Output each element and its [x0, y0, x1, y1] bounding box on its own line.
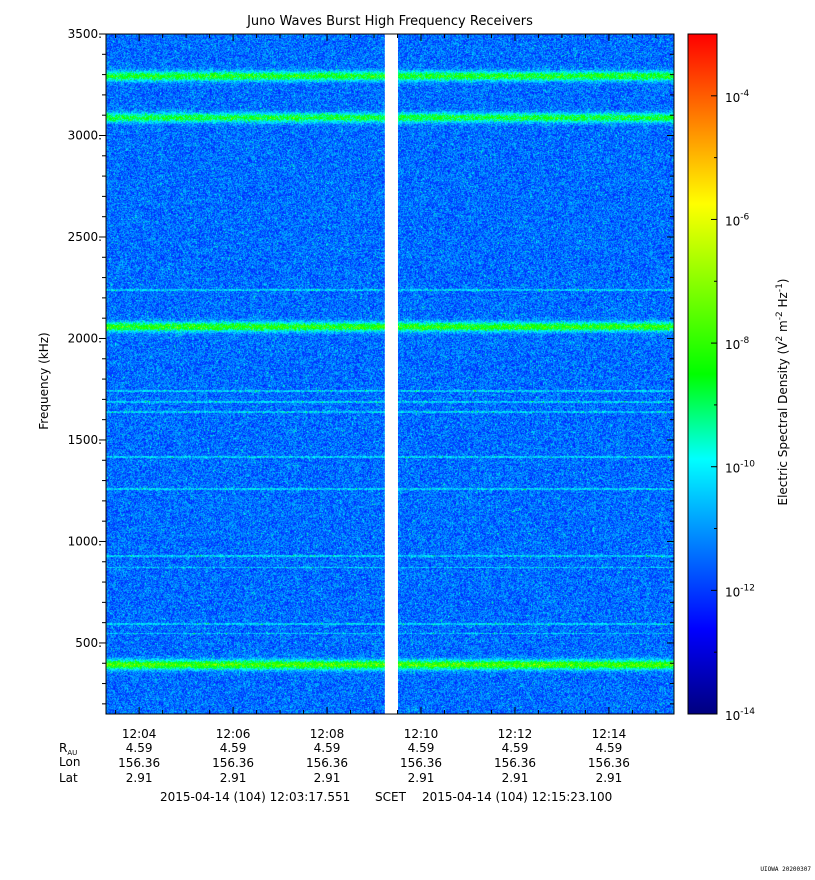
- ephemeris-lat-value: 2.91: [126, 771, 153, 785]
- end-time: 2015-04-14 (104) 12:15:23.100: [422, 790, 613, 804]
- ephemeris-table: RAU Lon Lat: [59, 741, 80, 785]
- colorbar-label: Electric Spectral Density (V2 m-2 Hz-1): [775, 278, 790, 505]
- plot-frame: [105, 33, 675, 715]
- ephemeris-label-lon: Lon: [59, 755, 80, 769]
- ephemeris-r-value: 4.59: [502, 741, 529, 755]
- colorbar-tick-label: 10-6: [725, 212, 750, 228]
- x-tick-label: 12:10: [404, 727, 439, 741]
- x-tick-label: 12:08: [310, 727, 345, 741]
- x-tick-label: 12:14: [592, 727, 627, 741]
- scet-label: SCET: [375, 790, 406, 804]
- ephemeris-lat-value: 2.91: [408, 771, 435, 785]
- colorbar-gradient: [687, 33, 718, 715]
- colorbar-tick-label: 10-8: [725, 336, 750, 352]
- chart-title: Juno Waves Burst High Frequency Receiver…: [246, 14, 533, 29]
- ephemeris-lat-value: 2.91: [220, 771, 247, 785]
- ephemeris-label-r: RAU: [59, 741, 77, 757]
- ephemeris-lat-value: 2.91: [314, 771, 341, 785]
- y-tick-label: 1500.: [68, 433, 102, 447]
- ephemeris-lon-value: 156.36: [494, 756, 536, 770]
- x-axis: 12:044.59156.362.9112:064.59156.362.9112…: [115, 34, 657, 785]
- ephemeris-lon-value: 156.36: [588, 756, 630, 770]
- spectrogram-plot-area: [105, 33, 675, 715]
- y-tick-label: 3000.: [68, 128, 102, 142]
- y-tick-label: 1000.: [68, 534, 102, 548]
- ephemeris-lon-value: 156.36: [306, 756, 348, 770]
- colorbar-tick-label: 10-12: [725, 583, 755, 599]
- ephemeris-lon-value: 156.36: [400, 756, 442, 770]
- y-tick-label: 2500.: [68, 230, 102, 244]
- ephemeris-lon-value: 156.36: [118, 756, 160, 770]
- y-tick-label: 2000.: [68, 331, 102, 345]
- y-axis: 500. 1000. 1500. 2000. 2500. 3000. 3500.: [68, 27, 674, 705]
- colorbar-ticks: 10-4 10-6 10-8 10-10 10-12 10-14: [711, 33, 755, 723]
- x-tick-label: 12:12: [498, 727, 533, 741]
- ephemeris-r-value: 4.59: [408, 741, 435, 755]
- colorbar-tick-label: 10-14: [725, 707, 755, 723]
- ephemeris-lat-value: 2.91: [596, 771, 623, 785]
- y-tick-label: 500.: [75, 636, 102, 650]
- x-tick-label: 12:06: [216, 727, 251, 741]
- ephemeris-r-value: 4.59: [126, 741, 153, 755]
- start-time: 2015-04-14 (104) 12:03:17.551: [160, 790, 351, 804]
- x-tick-label: 12:04: [122, 727, 157, 741]
- y-tick-label: 3500.: [68, 27, 102, 41]
- ephemeris-r-value: 4.59: [220, 741, 247, 755]
- ephemeris-r-value: 4.59: [596, 741, 623, 755]
- ephemeris-lat-value: 2.91: [502, 771, 529, 785]
- ephemeris-label-lat: Lat: [59, 771, 78, 785]
- colorbar-tick-label: 10-10: [725, 460, 755, 476]
- colorbar: [687, 33, 718, 715]
- y-axis-label: Frequency (kHz): [37, 332, 51, 429]
- colorbar-tick-label: 10-4: [725, 89, 750, 105]
- ephemeris-lon-value: 156.36: [212, 756, 254, 770]
- version-stamp: UIOWA 20200307: [760, 866, 811, 873]
- data-gap: [384, 34, 398, 714]
- ephemeris-r-value: 4.59: [314, 741, 341, 755]
